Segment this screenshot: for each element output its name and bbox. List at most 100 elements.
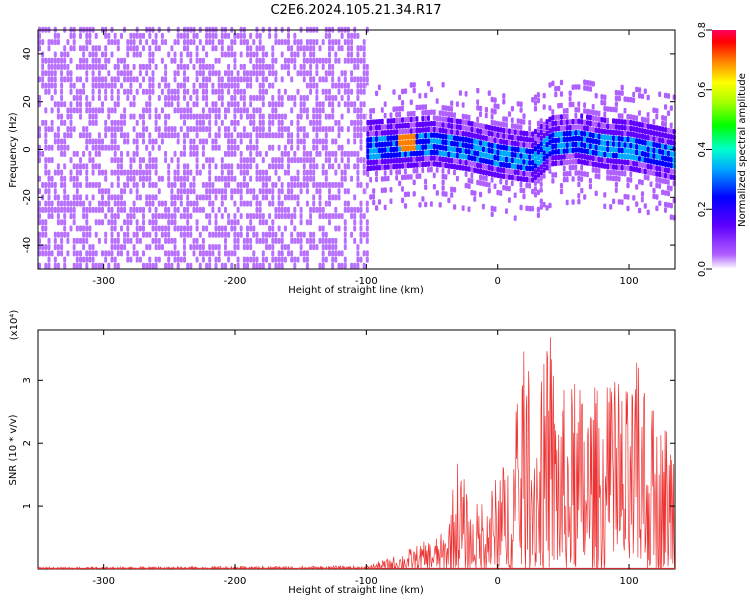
heat-cell — [47, 150, 51, 157]
heat-cell — [539, 181, 543, 187]
heat-cell — [47, 206, 51, 213]
heat-cell — [214, 219, 218, 226]
heat-cell — [151, 194, 155, 201]
heat-cell — [353, 163, 357, 170]
heat-cell — [464, 148, 468, 154]
heat-cell — [246, 138, 249, 145]
heat-cell — [507, 162, 512, 169]
heat-cell — [359, 182, 363, 188]
heat-cell — [366, 160, 370, 166]
heat-cell — [53, 262, 57, 269]
heat-cell — [629, 165, 633, 172]
heat-cell — [531, 131, 535, 137]
heat-cell — [271, 182, 275, 188]
heat-cell — [551, 103, 555, 109]
heat-cell — [179, 107, 183, 114]
heat-cell — [542, 92, 546, 99]
heat-cell — [217, 250, 221, 257]
heat-cell — [195, 126, 199, 133]
heat-cell — [88, 82, 92, 89]
heat-cell — [479, 168, 483, 175]
heat-cell — [324, 95, 328, 101]
heat-cell — [588, 183, 592, 190]
heat-cell — [369, 96, 373, 103]
heat-cell — [356, 262, 360, 269]
heat-cell — [176, 163, 180, 170]
heat-cell — [346, 32, 350, 39]
heat-cell — [516, 169, 520, 176]
heat-cell — [369, 91, 373, 97]
heat-cell — [97, 237, 101, 244]
heat-cell — [293, 138, 297, 145]
heat-cell — [340, 76, 344, 83]
heat-cell — [107, 132, 111, 139]
heat-cell — [626, 90, 630, 97]
heat-cell — [643, 134, 647, 140]
heat-cell — [453, 118, 457, 124]
heat-cell — [107, 182, 111, 188]
heat-cell — [101, 88, 104, 95]
heat-cell — [230, 32, 234, 39]
heat-cell — [324, 132, 328, 139]
heat-cell — [201, 57, 205, 64]
heat-cell — [154, 57, 158, 64]
heat-cell — [412, 139, 416, 145]
heat-cell — [302, 175, 306, 182]
heat-cell — [157, 244, 161, 251]
heat-cell — [334, 132, 338, 139]
heat-cell — [41, 157, 45, 164]
heat-cell — [79, 95, 82, 101]
heat-cell — [502, 116, 506, 122]
heat-cell — [479, 157, 483, 163]
heat-cell — [522, 119, 526, 125]
heat-cell — [132, 169, 136, 176]
heat-cell — [369, 148, 373, 154]
heat-cell — [522, 188, 526, 194]
heat-cell — [525, 154, 529, 160]
heat-cell — [614, 124, 618, 130]
heat-cell — [236, 231, 240, 238]
heat-cell — [66, 132, 70, 139]
heat-cell — [588, 120, 592, 127]
heat-cell — [309, 82, 313, 89]
heat-cell — [565, 148, 569, 154]
heat-cell — [242, 45, 246, 52]
heat-cell — [75, 163, 79, 170]
heat-cell — [365, 250, 369, 257]
heat-cell — [75, 237, 79, 244]
heat-cell — [444, 168, 448, 174]
heat-cell — [577, 153, 581, 159]
heat-cell — [559, 137, 564, 143]
heat-cell — [107, 107, 111, 114]
heat-cell — [591, 144, 595, 150]
heat-cell — [366, 85, 370, 91]
heat-cell — [490, 125, 494, 131]
heat-cell — [461, 205, 465, 211]
heat-cell — [268, 150, 272, 157]
heat-cell — [72, 150, 76, 157]
heat-cell — [580, 124, 584, 131]
heat-cell — [176, 138, 180, 145]
heat-cell — [455, 164, 460, 170]
heat-cell — [195, 244, 199, 251]
heat-cell — [337, 101, 341, 108]
heat-cell — [383, 130, 387, 136]
heat-cell — [296, 107, 300, 114]
heat-cell — [318, 244, 322, 251]
heat-cell — [559, 142, 564, 149]
heat-cell — [283, 200, 287, 207]
heat-cell — [490, 182, 494, 189]
heat-cell — [201, 206, 205, 213]
heat-cell — [502, 156, 506, 162]
heat-cell — [545, 107, 549, 114]
heat-cell — [47, 107, 51, 114]
heat-cell — [214, 225, 218, 232]
heat-cell — [249, 138, 253, 145]
heat-cell — [392, 135, 396, 141]
heat-cell — [362, 51, 366, 58]
heat-cell — [135, 126, 139, 133]
heat-cell — [261, 231, 265, 238]
heat-cell — [246, 182, 249, 188]
heat-cell — [53, 138, 57, 145]
heat-cell — [258, 45, 262, 52]
